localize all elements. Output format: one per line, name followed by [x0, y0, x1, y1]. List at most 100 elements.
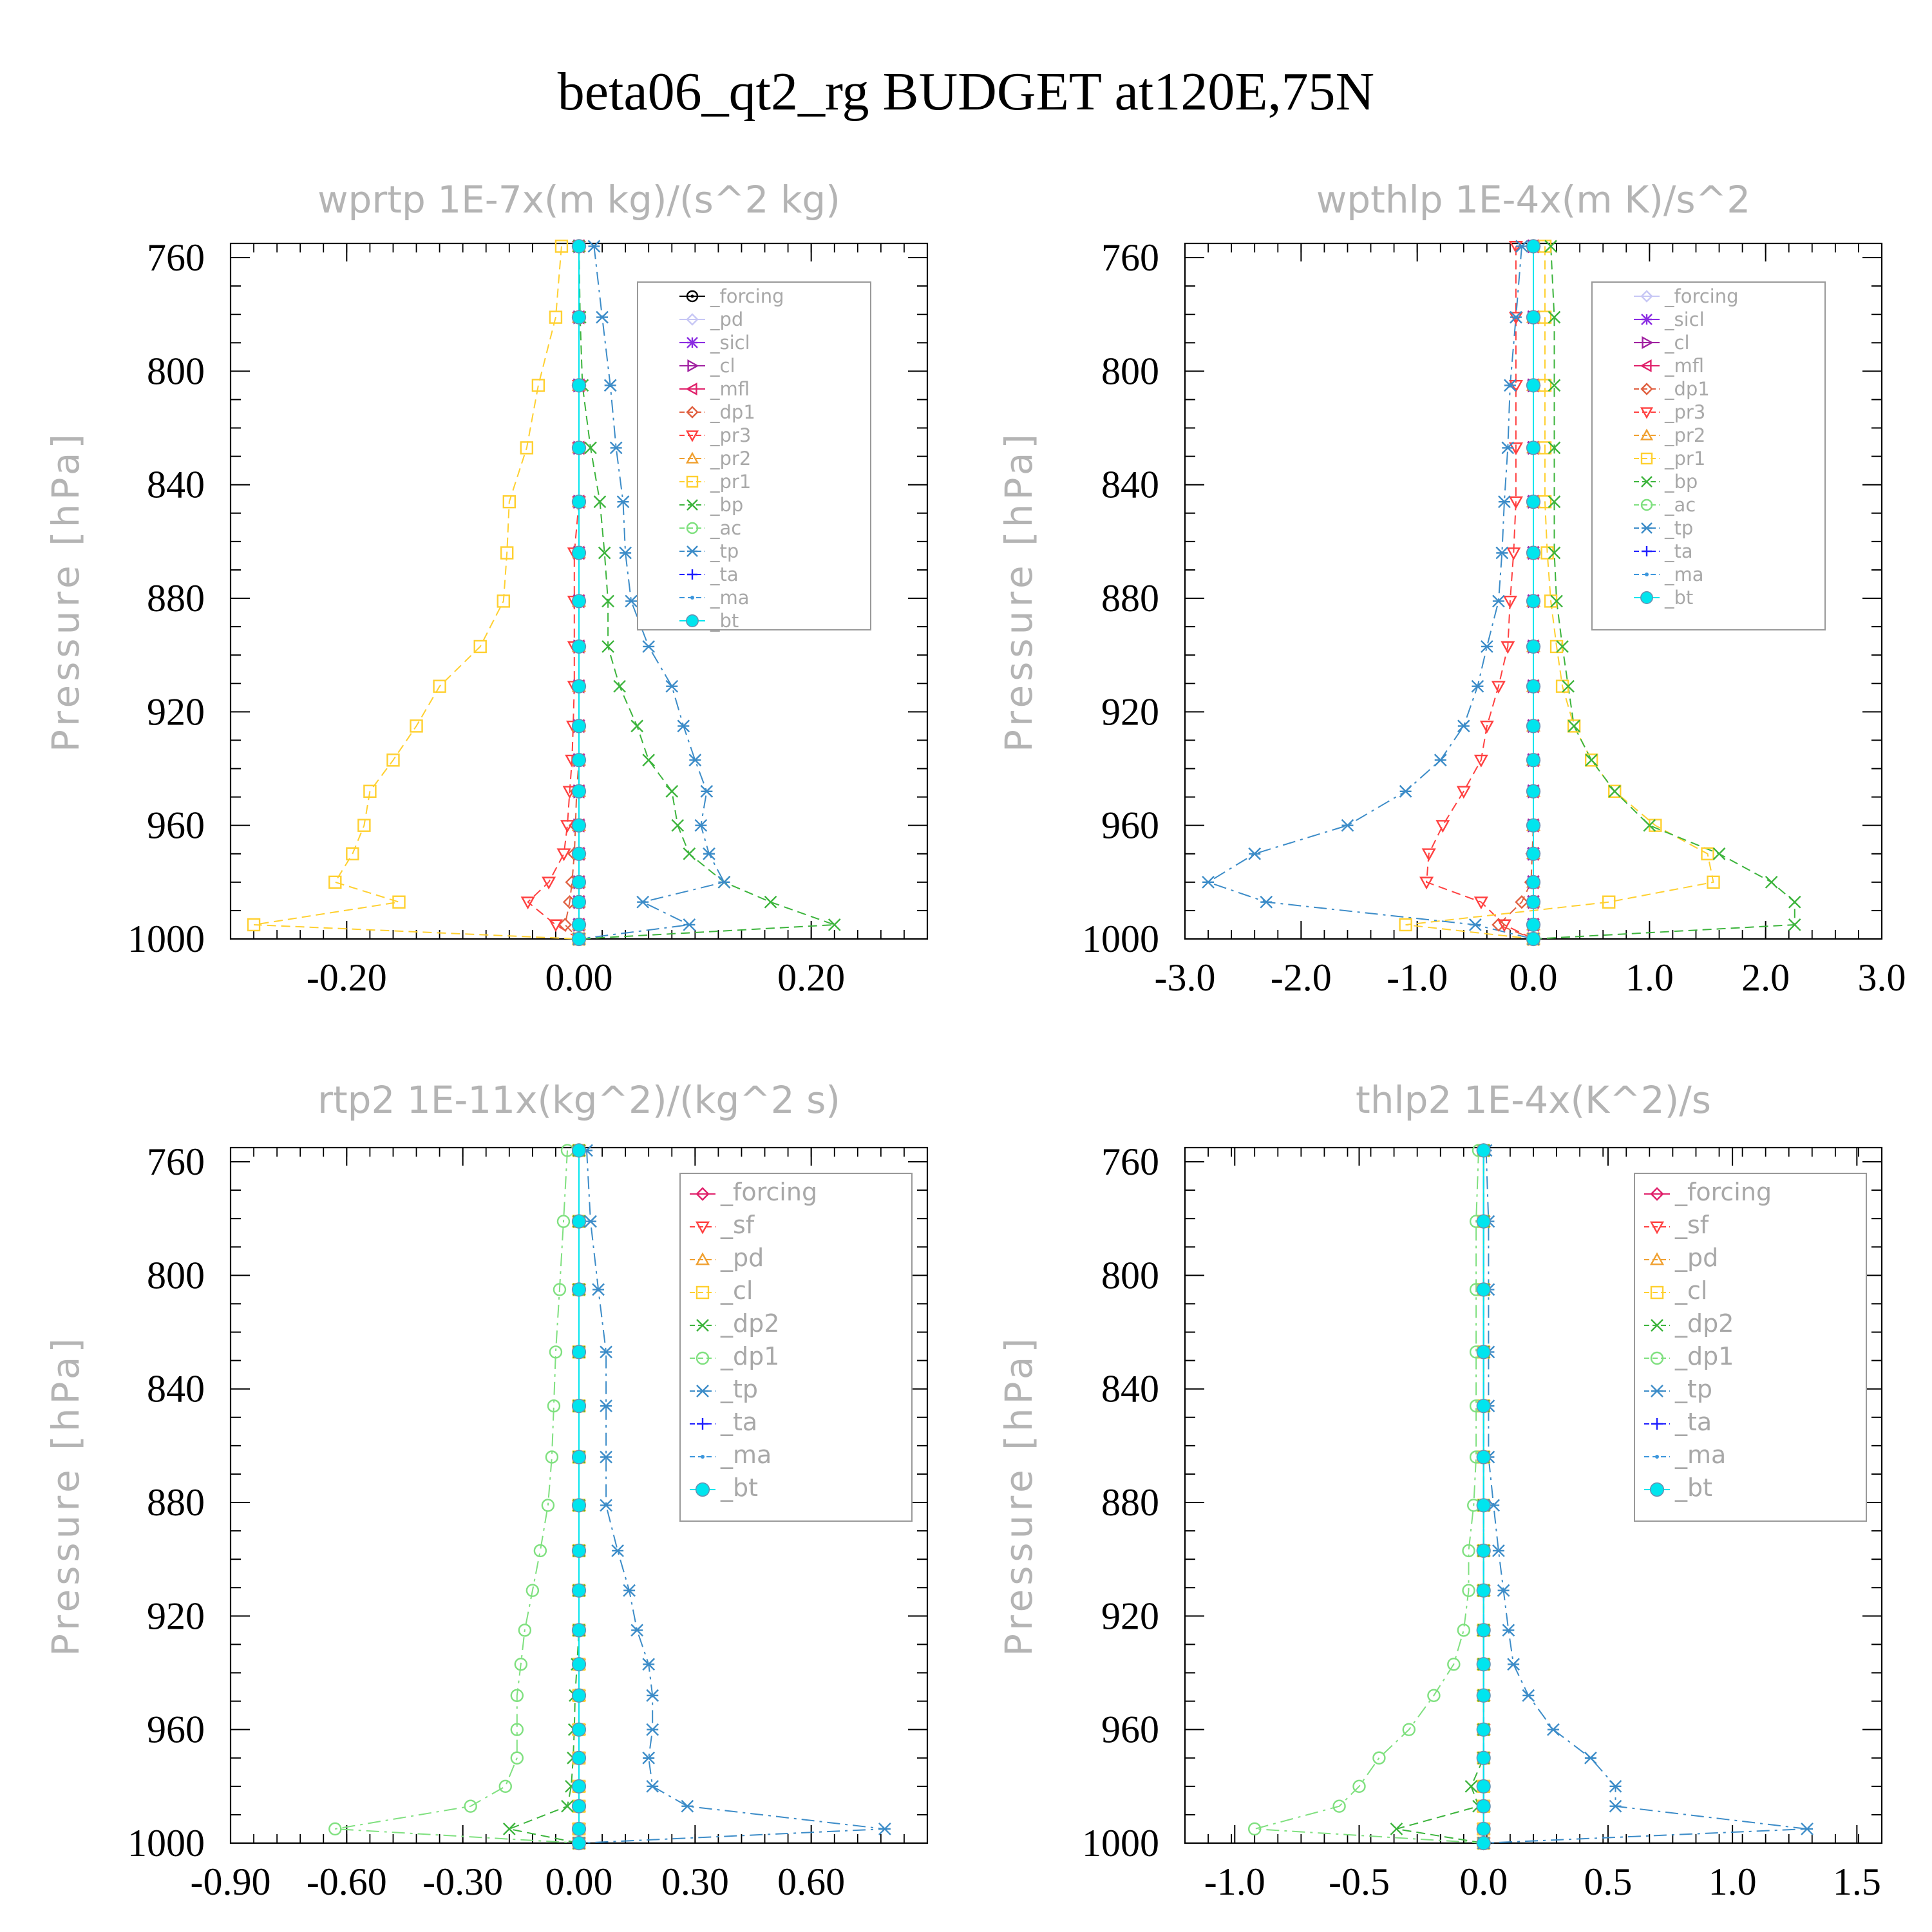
legend-labelbt: _bt: [1664, 587, 1693, 609]
x-tick-label: -0.60: [307, 1861, 387, 1903]
y-tick-label: 840: [147, 464, 205, 506]
legend-markercl: [1642, 336, 1654, 350]
pointbt: [571, 1750, 587, 1765]
pointdp1: [510, 1689, 524, 1702]
legend-labeldp1: _dp1: [1664, 378, 1710, 400]
pointbt: [1476, 1722, 1491, 1737]
y-tick-label: 1000: [128, 1822, 205, 1864]
legend-labelma: _ma: [1674, 1441, 1726, 1469]
pointbp: [665, 784, 679, 798]
legend-markerbt: [686, 614, 699, 627]
legend-markerac: [686, 522, 699, 535]
y-axis-label: Pressure [hPa]: [997, 430, 1041, 752]
pointpr3: [1497, 919, 1511, 933]
pointbp: [1548, 441, 1561, 455]
panel-thlp2: thlp2 1E-4x(K^2)/s Pressure [hPa] 760 800 84…: [997, 1078, 1883, 1903]
pointtp: [1501, 441, 1515, 455]
pointpr1: [531, 379, 545, 392]
legend-markerbp: [687, 499, 698, 511]
legend-markerpd: [695, 1252, 710, 1265]
legend-markerpr3: [685, 430, 699, 442]
pointpr3: [560, 820, 575, 833]
x-tick-label: 1.0: [1625, 956, 1674, 999]
pointbp: [1548, 495, 1561, 508]
legend-labelbt: _bt: [710, 610, 739, 632]
legend-labelbt: _bt: [720, 1473, 758, 1502]
legend-labelta: _ta: [1674, 1408, 1712, 1436]
pointpr1: [386, 753, 400, 767]
pointpr1: [520, 441, 534, 455]
pointtp: [1497, 1584, 1510, 1597]
pointbt: [1476, 1345, 1491, 1359]
x-tick-label: 0.30: [661, 1861, 729, 1903]
legend-labelpr1: _pr1: [710, 471, 751, 493]
y-tick-label: 920: [147, 1595, 205, 1637]
legend-labelmfl: _mfl: [710, 378, 750, 400]
series-linebp: [1533, 246, 1795, 940]
pointtp: [1609, 1779, 1622, 1793]
pointbt: [571, 917, 587, 933]
pointtp: [717, 875, 731, 889]
pointtp: [1495, 546, 1509, 560]
x-tick-label: 0.0: [1510, 956, 1558, 999]
series-linepr1: [1405, 246, 1714, 940]
legend-markerdp2: [1651, 1319, 1663, 1332]
pointtp: [1498, 495, 1511, 508]
legend-labeltp: _tp: [1674, 1375, 1712, 1403]
pointbt: [1526, 917, 1541, 933]
pointbt: [1476, 1143, 1491, 1158]
legend-markerta: [1651, 1418, 1663, 1430]
pointtp: [600, 1450, 612, 1464]
pointbt: [1526, 719, 1541, 734]
pointtp: [665, 679, 679, 693]
legend-markertp: [1651, 1385, 1663, 1397]
y-tick-label: 1000: [128, 918, 205, 960]
pointbp: [683, 847, 696, 860]
pointbt: [571, 1399, 587, 1414]
legend-markerpr1: [1640, 452, 1653, 465]
legend-labelta: _ta: [720, 1408, 757, 1436]
y-tick-label: 880: [1101, 1481, 1159, 1524]
pointpr1: [500, 546, 514, 560]
legend-labelcl: _cl: [710, 355, 735, 377]
pointbt: [571, 1214, 587, 1229]
legend-box: [1591, 281, 1826, 630]
pointbt: [1476, 1657, 1491, 1672]
y-tick-label: 960: [1101, 1709, 1159, 1751]
pointpr1: [549, 310, 563, 324]
pointbt: [1476, 1450, 1491, 1464]
pointtp: [688, 753, 702, 767]
pointpr1: [497, 594, 510, 608]
legend: _forcing _sf _pd _cl _dp2 _dp1 _tp _ta _ma _bt: [1634, 1173, 1867, 1522]
pointpr3: [1502, 596, 1517, 609]
x-tick-label: -0.20: [307, 956, 387, 999]
pointbt: [571, 1722, 587, 1737]
pointpr1: [410, 719, 423, 733]
y-tick-label: 760: [1101, 1141, 1159, 1183]
legend-labelac: _ac: [1664, 494, 1696, 516]
pointpr1: [1540, 546, 1554, 560]
legend-markermfl: [685, 382, 697, 396]
pointdp1: [526, 1584, 540, 1597]
pointbt: [571, 1623, 587, 1638]
legend-markerdp1: [1650, 1351, 1664, 1365]
pointbt: [1526, 846, 1541, 861]
legend: _forcing _sf _pd _cl _dp2 _dp1 _tp _ta _ma _bt: [679, 1173, 913, 1522]
pointbp: [642, 753, 656, 767]
legend-labelforcing: _forcing: [720, 1178, 817, 1206]
pointdp1: [514, 1658, 528, 1671]
legend-box: [637, 281, 871, 630]
pointpr1: [554, 240, 569, 253]
pointdp1: [464, 1799, 477, 1813]
legend: _forcing_pd_sicl_cl_mfl_dp1_pr3_pr2_pr1_…: [637, 281, 871, 632]
pointpr3: [1421, 848, 1436, 862]
pointtp: [1801, 1823, 1814, 1835]
y-tick-label: 800: [147, 350, 205, 392]
pointtp: [1202, 875, 1215, 889]
pointbt: [1526, 440, 1541, 455]
pointbt: [1526, 239, 1541, 254]
pointdp1: [556, 1215, 571, 1228]
x-tick-label: 0.00: [545, 956, 613, 999]
legend-markerma: [690, 596, 694, 600]
legend-labelcl: _cl: [1664, 332, 1690, 354]
